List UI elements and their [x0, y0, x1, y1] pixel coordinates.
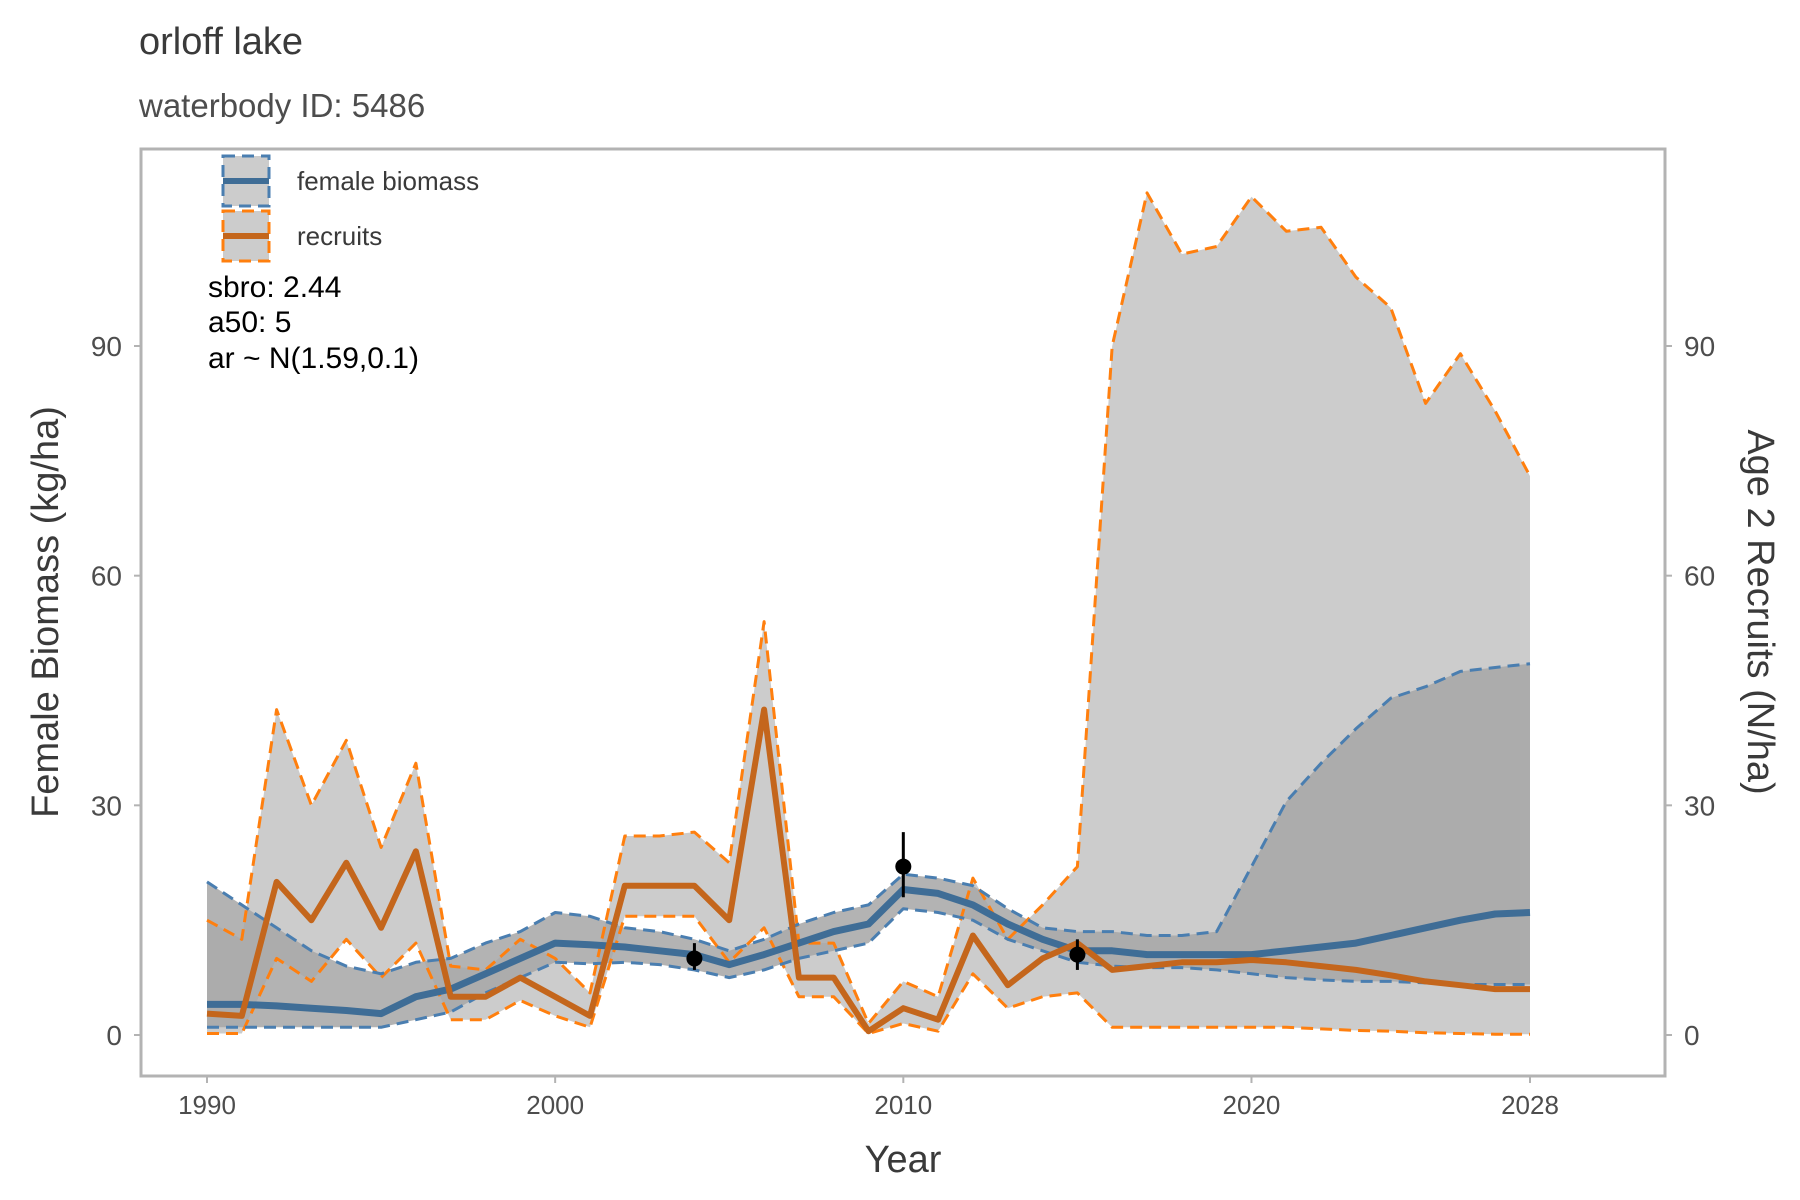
x-tick-label-2010: 2010: [874, 1090, 932, 1120]
y-axis-right: 0 30 60 90: [1665, 331, 1715, 1051]
model-annotations: sbro: 2.44 a50: 5 ar ~ N(1.59,0.1): [208, 271, 419, 375]
y-tick-label-30: 30: [91, 790, 122, 821]
y2-tick-label-60: 60: [1684, 561, 1715, 592]
ribbons: [207, 192, 1530, 1035]
legend-label-recruits: recruits: [297, 221, 382, 251]
biomass-upper-bound: [206, 662, 1531, 976]
recruits-line: [206, 706, 1530, 1035]
y2-axis-title: Age 2 Recruits (N/ha): [1739, 429, 1781, 794]
y-tick-label-0: 0: [106, 1020, 122, 1051]
observed-points: [686, 832, 1086, 970]
y2-tick-label-0: 0: [1684, 1020, 1700, 1051]
plot-area: [139, 147, 1667, 1078]
legend-label-female-biomass: female biomass: [297, 166, 479, 196]
recruits-ribbon: [207, 192, 1530, 1035]
y-tick-label-90: 90: [91, 331, 122, 362]
legend-item-female-biomass: female biomass: [221, 154, 479, 208]
legend-item-recruits: recruits: [221, 209, 382, 263]
y2-tick-label-90: 90: [1684, 331, 1715, 362]
biomass-lower-bound: [207, 907, 1530, 1029]
y2-tick-label-30: 30: [1684, 790, 1715, 821]
recruits-lower-bound: [207, 914, 1530, 1036]
chart-subtitle: waterbody ID: 5486: [138, 87, 425, 124]
x-tick-label-2020: 2020: [1223, 1090, 1281, 1120]
observed-point-0: [686, 950, 703, 967]
y-axis-left: 0 30 60 90: [91, 331, 141, 1051]
x-tick-label-1990: 1990: [178, 1090, 236, 1120]
chart-title: orloff lake: [139, 21, 303, 63]
y-tick-label-60: 60: [91, 561, 122, 592]
x-axis-title: Year: [865, 1139, 942, 1181]
biomass-ribbon: [207, 663, 1530, 1028]
x-axis: 1990 2000 2010 2020 2028: [178, 1076, 1559, 1120]
annotation-ar: ar ~ N(1.59,0.1): [208, 342, 419, 375]
annotation-sbro: sbro: 2.44: [208, 271, 341, 304]
biomass-line: [207, 886, 1531, 1018]
annotation-a50: a50: 5: [208, 306, 291, 339]
series-lines: [206, 191, 1532, 1036]
observed-point-1: [895, 858, 912, 875]
legend: female biomass recruits: [221, 154, 479, 263]
x-tick-label-2000: 2000: [526, 1090, 584, 1120]
observed-point-2: [1069, 946, 1086, 963]
y-axis-title: Female Biomass (kg/ha): [25, 406, 67, 818]
x-tick-label-2028: 2028: [1501, 1090, 1559, 1120]
